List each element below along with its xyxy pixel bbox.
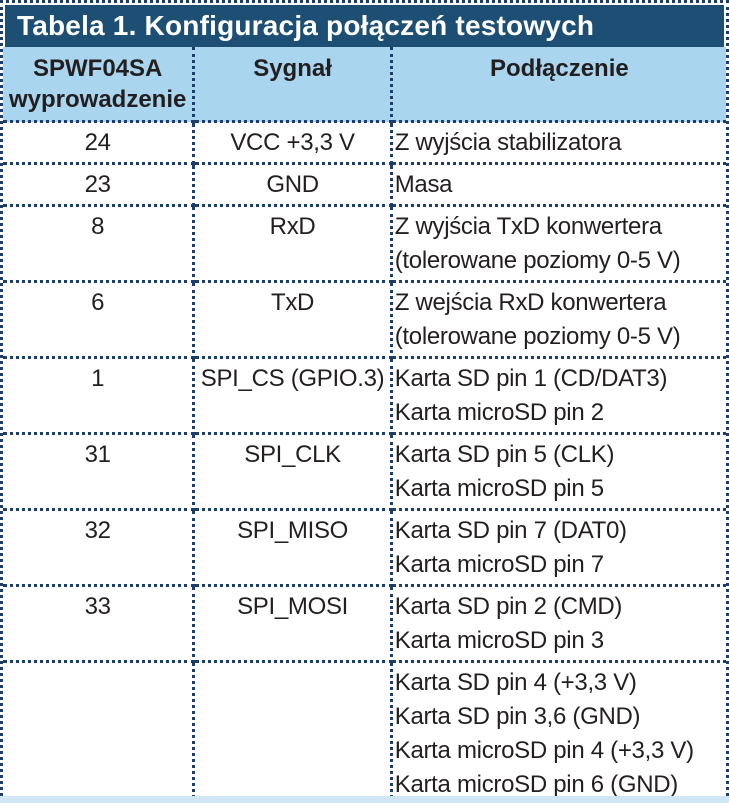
cell-connection: Karta SD pin 4 (+3,3 V) Karta SD pin 3,6… [389,660,726,803]
table-row: 24 VCC +3,3 V Z wyjścia stabilizatora [3,120,726,165]
cell-signal: VCC +3,3 V [192,120,393,165]
cell-signal: SPI_CS (GPIO.3) [192,356,393,435]
cell-pin: 8 [3,204,196,283]
table-row: Karta SD pin 4 (+3,3 V) Karta SD pin 3,6… [3,660,726,803]
column-header-connection: Podłączenie [389,47,726,123]
cell-connection: Z wejścia RxD konwertera (tolerowane poz… [389,280,726,359]
cell-signal [192,660,393,803]
cell-signal: SPI_MOSI [192,584,393,663]
column-header-signal: Sygnał [192,47,393,123]
table-row: 33 SPI_MOSI Karta SD pin 2 (CMD) Karta m… [3,584,726,663]
cell-pin: 31 [3,432,196,511]
cell-connection: Masa [389,162,726,207]
table-row: 23 GND Masa [3,162,726,207]
cell-pin: 6 [3,280,196,359]
cell-pin: 32 [3,508,196,587]
cell-signal: SPI_CLK [192,432,393,511]
table-row: 31 SPI_CLK Karta SD pin 5 (CLK) Karta mi… [3,432,726,511]
table-row: 8 RxD Z wyjścia TxD konwertera (tolerowa… [3,204,726,283]
cell-pin: 23 [3,162,196,207]
cell-signal: TxD [192,280,393,359]
column-header-pin: SPWF04SA wyprowadzenie [3,47,196,123]
table-row: 1 SPI_CS (GPIO.3) Karta SD pin 1 (CD/DAT… [3,356,726,435]
cell-pin: 33 [3,584,196,663]
cell-pin: 24 [3,120,196,165]
table-row: 6 TxD Z wejścia RxD konwertera (tolerowa… [3,280,726,359]
cell-pin: 1 [3,356,196,435]
cell-connection: Z wyjścia TxD konwertera (tolerowane poz… [389,204,726,283]
cell-connection: Karta SD pin 5 (CLK) Karta microSD pin 5 [389,432,726,511]
cell-signal: SPI_MISO [192,508,393,587]
page-bottom-strip [0,796,729,803]
cell-signal: GND [192,162,393,207]
table-row: 32 SPI_MISO Karta SD pin 7 (DAT0) Karta … [3,508,726,587]
cell-connection: Z wyjścia stabilizatora [389,120,726,165]
cell-connection: Karta SD pin 7 (DAT0) Karta microSD pin … [389,508,726,587]
cell-connection: Karta SD pin 1 (CD/DAT3) Karta microSD p… [389,356,726,435]
cell-pin [3,660,196,803]
table-title: Tabela 1. Konfiguracja połączeń testowyc… [5,5,724,47]
config-table: SPWF04SA wyprowadzenie Sygnał Podłączeni… [3,47,726,803]
header-row: SPWF04SA wyprowadzenie Sygnał Podłączeni… [3,47,726,123]
cell-signal: RxD [192,204,393,283]
cell-connection: Karta SD pin 2 (CMD) Karta microSD pin 3 [389,584,726,663]
